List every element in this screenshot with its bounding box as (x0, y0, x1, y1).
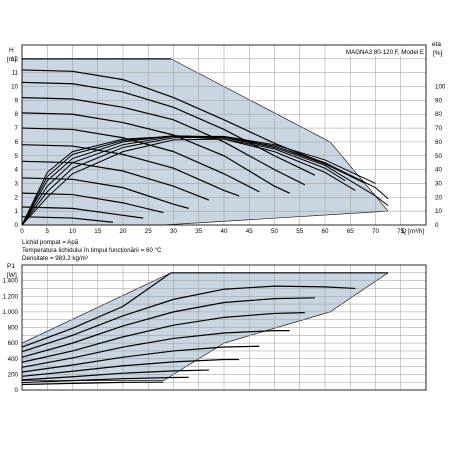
y-tick-label: 8 (15, 111, 19, 118)
title-background (344, 46, 425, 56)
y-tick-label: 10 (11, 84, 18, 91)
note-temperature: Temperatura lichidului în timpul funcțio… (22, 247, 162, 254)
plot-frame (21, 44, 427, 226)
head-curve (21, 216, 113, 223)
plot-frame (21, 264, 427, 391)
x-tick-label: 45 (246, 228, 253, 235)
x-tick-label: 5 (46, 228, 50, 235)
head-curve (21, 192, 164, 214)
power-curve (21, 297, 315, 358)
head-curve (21, 160, 210, 201)
y-tick-label: 2 (15, 194, 19, 201)
head-curve (21, 127, 260, 193)
x-tick-label: 55 (296, 228, 303, 235)
head-curve (21, 206, 144, 219)
x-tick-label: 65 (347, 228, 354, 235)
y-tick-label: 200 (8, 371, 19, 378)
y2-tick-label: 70 (435, 125, 442, 132)
y2-tick-label: 30 (435, 180, 442, 187)
head-efficiency-chart: 0 5 10 15 20 25 30 35 40 45 50 55 60 65 70 750123456789… (7, 41, 446, 235)
power-curve (21, 312, 305, 363)
power-curve (21, 376, 189, 384)
y-tick-label: 9 (15, 97, 19, 104)
x-tick-label: 0 (20, 228, 24, 235)
y-tick-label: 0 (15, 387, 19, 394)
y-tick-label: 6 (15, 139, 19, 146)
efficiency-curve (21, 138, 346, 226)
efficiency-curve (21, 135, 376, 226)
power-curve (21, 381, 164, 386)
y-tick-label: 1.200 (3, 293, 19, 300)
y-axis-unit: [m] (7, 56, 16, 63)
x-tick-label: 50 (271, 228, 278, 235)
x-tick-label: 40 (221, 228, 228, 235)
power-curve (21, 345, 260, 373)
y2-axis-unit: [%] (433, 50, 443, 57)
y2-tick-label: 80 (435, 111, 442, 118)
power-curve (21, 358, 240, 377)
x-tick-label: 70 (372, 228, 379, 235)
y2-tick-label: 0 (435, 222, 439, 229)
x-tick-label: 75 (397, 228, 404, 235)
y-tick-label: 4 (15, 167, 19, 174)
x-tick-label: 25 (145, 228, 152, 235)
x-tick-label: 15 (94, 228, 101, 235)
head-curve (21, 144, 240, 197)
power-curve (21, 272, 172, 348)
y-tick-label: 1.000 (3, 309, 19, 316)
y2-tick-label: 40 (435, 167, 442, 174)
power-curve (21, 369, 209, 381)
y2-tick-label: 10 (435, 208, 442, 215)
head-curve (21, 81, 316, 176)
y-tick-label: 400 (8, 356, 19, 363)
y2-axis-label: eta (432, 41, 441, 48)
x-tick-label: 30 (170, 228, 177, 235)
power-curve (21, 285, 356, 353)
y-tick-label: 1.400 (3, 278, 19, 285)
y2-tick-label: 50 (435, 153, 442, 160)
head-curve (21, 97, 306, 186)
x-axis-label: Q [m³/h] (402, 228, 425, 235)
power-chart: 0 200 400 600 800 1.000 1.200 1.400 P1 [W] (3, 263, 427, 394)
head-curve (21, 69, 331, 167)
y-tick-label: 0 (15, 222, 19, 229)
fluid-notes: Lichid pompat = Apă Temperatura lichidul… (22, 239, 162, 262)
y-tick-label: 7 (15, 125, 19, 132)
x-tick-label: 10 (69, 228, 76, 235)
y-axis-symbol: P1 (7, 263, 15, 270)
y-tick-label: 12 (11, 56, 18, 63)
x-tick-label: 35 (195, 228, 202, 235)
efficiency-curve (21, 136, 366, 226)
y-tick-label: 3 (15, 180, 19, 187)
chart-title: MAGNA3 80-120 F, Model E (346, 49, 424, 56)
note-fluid: Lichid pompat = Apă (22, 239, 79, 246)
y-axis-unit: [W] (7, 272, 17, 279)
y-tick-label: 1 (15, 208, 19, 215)
x-tick-label: 60 (322, 228, 329, 235)
power-curve (21, 330, 290, 368)
y2-tick-label: 60 (435, 139, 442, 146)
y-tick-label: 800 (8, 325, 19, 332)
y-tick-label: 5 (15, 153, 19, 160)
y2-tick-label: 20 (435, 194, 442, 201)
y-axis-symbol: H (9, 47, 14, 54)
y2-tick-label: 90 (435, 97, 442, 104)
note-density: Densitate = 983.2 kg/m³ (22, 255, 88, 262)
y-tick-label: 600 (8, 340, 19, 347)
x-tick-label: 20 (120, 228, 127, 235)
y-tick-label: 11 (12, 70, 19, 77)
head-curve (21, 112, 290, 194)
y2-tick-label: 100 (435, 84, 446, 91)
